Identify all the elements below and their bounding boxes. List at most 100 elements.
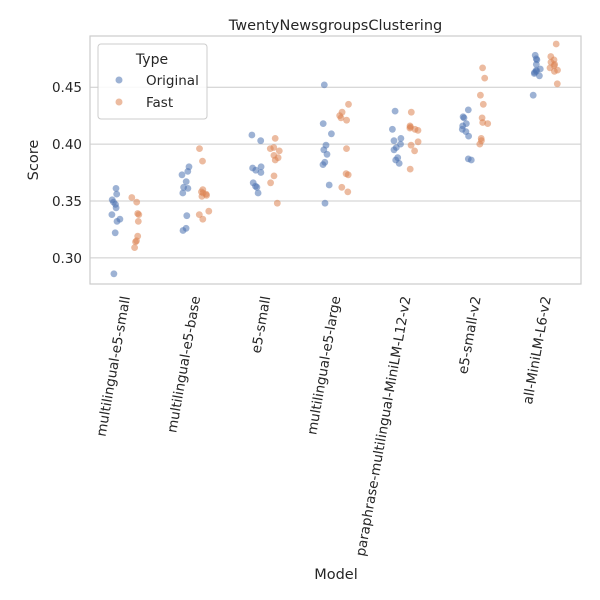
point-fast	[338, 183, 346, 191]
legend-box	[97, 43, 208, 120]
point-fast	[266, 145, 274, 153]
x-tick-label: multilingual-e5-large	[304, 295, 344, 436]
point-fast	[271, 156, 279, 164]
point-fast	[270, 172, 278, 180]
point-fast	[271, 135, 279, 142]
point-original	[257, 163, 265, 171]
point-original	[257, 169, 265, 176]
legend-title: Type	[135, 52, 168, 68]
point-fast	[414, 138, 422, 146]
point-fast	[407, 108, 415, 116]
point-original	[248, 131, 256, 139]
point-original	[319, 120, 327, 127]
point-fast	[479, 100, 487, 108]
point-original	[183, 212, 191, 220]
point-fast	[131, 244, 139, 252]
point-fast	[135, 211, 143, 219]
point-fast	[128, 194, 136, 201]
point-fast	[484, 120, 492, 127]
point-fast	[337, 114, 345, 122]
point-original	[112, 204, 120, 212]
point-fast	[195, 211, 203, 219]
y-tick-label: 0.45	[52, 80, 82, 96]
point-original	[467, 156, 475, 164]
point-fast	[414, 126, 422, 134]
point-original	[113, 190, 121, 198]
point-original	[325, 181, 333, 189]
x-tick-label: all-MiniLM-L6-v2	[520, 295, 555, 406]
point-fast	[273, 199, 281, 207]
point-original	[184, 185, 192, 192]
point-fast	[551, 67, 558, 75]
point-original	[108, 211, 116, 219]
point-original	[254, 189, 262, 197]
point-original	[252, 166, 260, 174]
point-original	[328, 130, 335, 138]
point-original	[253, 183, 261, 191]
chart-title: TwentyNewsgroupsClustering	[228, 18, 442, 34]
point-fast	[198, 193, 206, 200]
point-fast	[196, 145, 203, 153]
point-fast	[411, 147, 418, 155]
point-original	[460, 114, 468, 122]
point-fast	[133, 198, 141, 206]
legend-marker-fast	[115, 98, 123, 106]
plot-frame	[89, 35, 582, 285]
point-fast	[407, 141, 415, 149]
point-fast	[267, 179, 274, 187]
y-tick-label: 0.40	[52, 137, 82, 153]
legend-label-fast: Fast	[146, 95, 173, 111]
point-original	[257, 137, 265, 145]
point-original	[532, 61, 540, 68]
point-original	[397, 135, 405, 142]
x-tick-label: e5-small	[249, 295, 275, 355]
point-fast	[477, 91, 484, 99]
point-fast	[134, 218, 142, 225]
point-fast	[132, 238, 139, 246]
point-original	[323, 150, 331, 158]
point-original	[113, 218, 121, 225]
point-fast	[205, 207, 213, 215]
point-original	[111, 229, 119, 237]
x-tick-label: e5-small-v2	[455, 295, 484, 375]
legend-marker-original	[115, 76, 123, 84]
point-original	[184, 168, 192, 175]
point-fast	[344, 188, 352, 196]
y-tick-label: 0.30	[52, 251, 82, 267]
point-original	[112, 185, 120, 192]
point-original	[110, 270, 118, 278]
point-fast	[481, 74, 489, 82]
point-original	[529, 91, 537, 99]
y-tick-label: 0.35	[52, 194, 82, 210]
point-fast	[199, 215, 207, 223]
point-fast	[275, 147, 283, 155]
point-original	[321, 199, 329, 207]
y-axis-label: Score	[26, 140, 42, 181]
point-original	[391, 107, 399, 115]
point-original	[179, 227, 187, 234]
point-fast	[479, 64, 486, 72]
point-original	[320, 81, 328, 89]
legend: Type Original Fast	[97, 43, 208, 120]
point-original	[464, 106, 472, 114]
point-original	[389, 125, 396, 133]
point-original	[178, 171, 186, 179]
x-tick-label: multilingual-e5-base	[164, 295, 204, 434]
point-fast	[199, 157, 206, 165]
point-fast	[343, 116, 350, 124]
point-fast	[553, 80, 561, 88]
point-original	[319, 161, 327, 169]
x-tick-label: multilingual-e5-small	[94, 295, 134, 438]
x-axis-ticks: multilingual-e5-small multilingual-e5-bas…	[94, 295, 555, 558]
data-points	[108, 40, 561, 278]
point-original	[390, 137, 398, 145]
point-fast	[343, 145, 350, 153]
x-axis-label: Model	[314, 567, 358, 583]
x-tick-label: paraphrase-multilingual-MiniLM-L12-v2	[353, 295, 415, 558]
point-original	[395, 160, 403, 167]
point-original	[179, 189, 187, 197]
point-original	[390, 146, 398, 154]
point-original	[465, 132, 472, 140]
point-original	[530, 70, 538, 77]
point-fast	[406, 165, 414, 173]
